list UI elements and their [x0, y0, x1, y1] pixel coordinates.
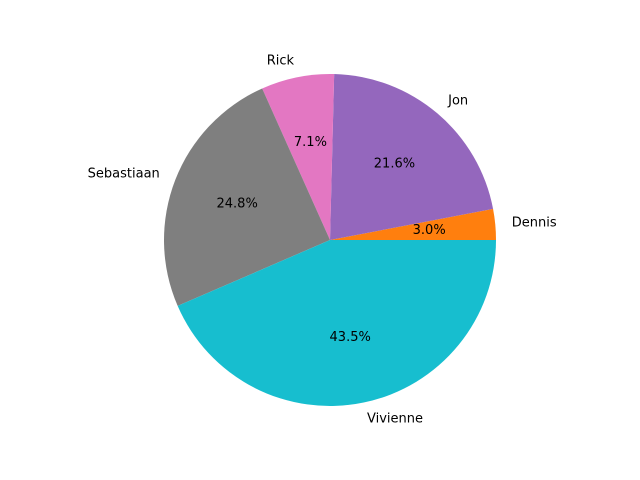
pie-slice-sebastiaan: [164, 88, 330, 306]
pie-labels: Dennis 3.0% Jon 21.6% Rick 7.1% Sebastiaan 24.8…: [88, 53, 557, 426]
pie-slices: [164, 74, 497, 406]
slice-label-dennis: Dennis: [512, 215, 557, 230]
pie-slice-jon: [330, 74, 494, 240]
slice-percent-rick: 7.1%: [294, 135, 327, 150]
pie-slice-vivienne: [177, 240, 497, 406]
slice-label-jon: Jon: [447, 93, 468, 108]
slice-label-rick: Rick: [267, 53, 295, 68]
pie-slice-dennis: [330, 208, 496, 240]
slice-label-vivienne: Vivienne: [367, 411, 423, 426]
slice-label-sebastiaan: Sebastiaan: [88, 166, 160, 181]
slice-percent-jon: 21.6%: [374, 157, 415, 172]
slice-percent-vivienne: 43.5%: [330, 330, 371, 345]
slice-percent-sebastiaan: 24.8%: [217, 196, 258, 211]
slice-percent-dennis: 3.0%: [413, 223, 446, 238]
pie-slice-rick: [262, 74, 335, 240]
